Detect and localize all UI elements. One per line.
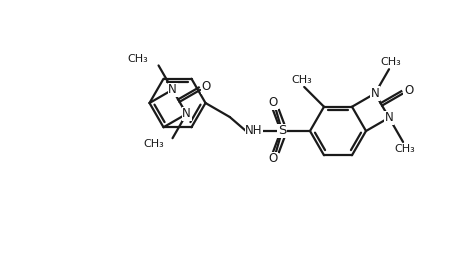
- Text: N: N: [371, 87, 379, 100]
- Text: S: S: [278, 124, 286, 138]
- Text: CH₃: CH₃: [292, 75, 312, 85]
- Text: N: N: [182, 107, 191, 121]
- Text: N: N: [385, 111, 393, 124]
- Text: CH₃: CH₃: [395, 144, 415, 154]
- Text: N: N: [168, 83, 177, 96]
- Text: O: O: [268, 153, 278, 165]
- Text: CH₃: CH₃: [144, 139, 164, 149]
- Text: CH₃: CH₃: [128, 54, 148, 64]
- Text: O: O: [202, 80, 211, 93]
- Text: CH₃: CH₃: [381, 57, 401, 67]
- Text: O: O: [268, 97, 278, 109]
- Text: O: O: [404, 84, 413, 97]
- Text: NH: NH: [245, 124, 263, 138]
